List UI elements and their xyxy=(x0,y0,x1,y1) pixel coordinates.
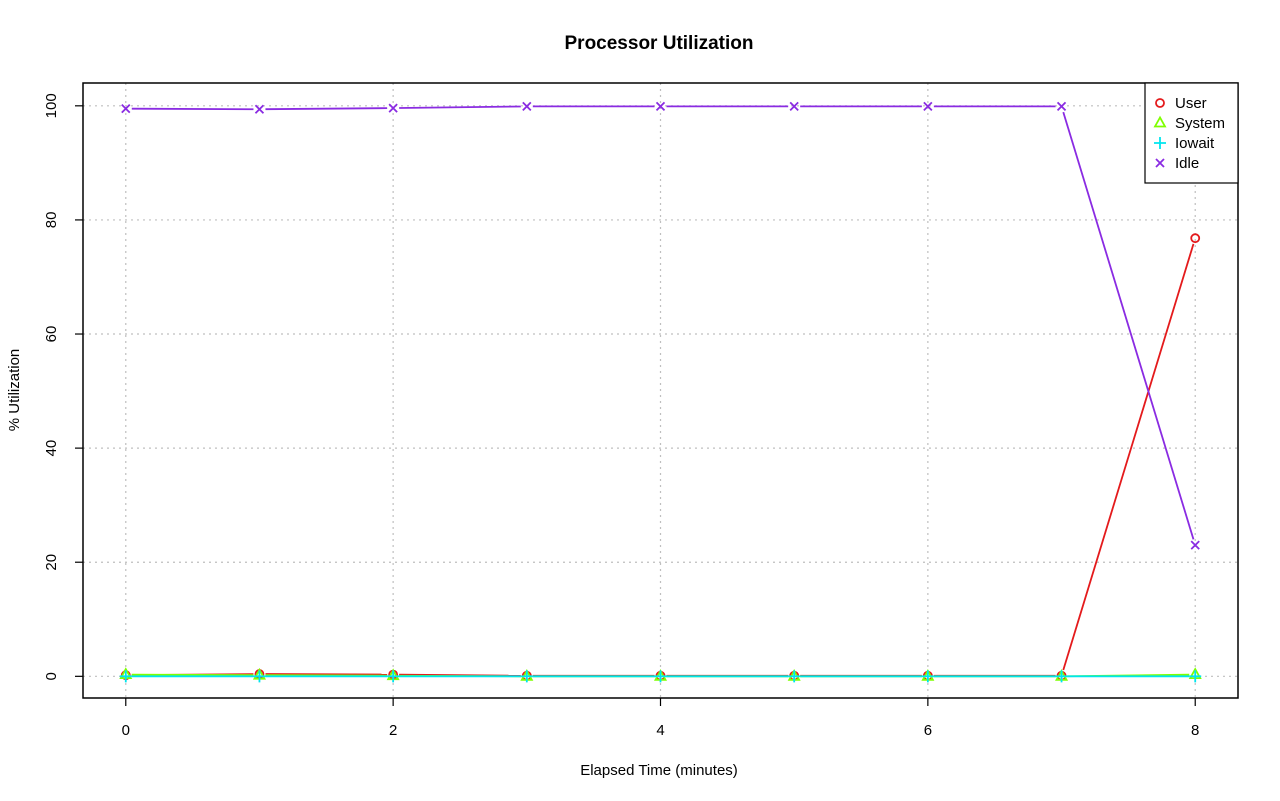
series-idle xyxy=(121,101,1200,550)
series-layer xyxy=(119,101,1202,683)
legend-item-user: User xyxy=(1155,95,1207,112)
data-point xyxy=(253,670,266,683)
legend-item-idle: Idle xyxy=(1155,155,1199,172)
legend-symbol xyxy=(1154,137,1166,149)
y-tick-label: 0 xyxy=(43,672,60,680)
y-tick-label: 20 xyxy=(43,554,60,571)
x-tick-label: 0 xyxy=(122,722,130,739)
legend-item-iowait: Iowait xyxy=(1154,135,1215,152)
data-point xyxy=(119,670,132,683)
series-line-segment xyxy=(131,107,254,111)
data-point xyxy=(654,670,667,683)
y-tick-label: 80 xyxy=(43,212,60,229)
data-point xyxy=(520,670,533,683)
series-line-segment xyxy=(1062,111,1195,540)
series-line-segment xyxy=(399,105,521,109)
x-tick-label: 8 xyxy=(1191,722,1199,739)
data-point xyxy=(923,101,933,112)
chart-title: Processor Utilization xyxy=(565,33,754,54)
legend-symbol xyxy=(1155,158,1165,168)
y-axis-label: % Utilization xyxy=(6,349,23,432)
series-line-segment xyxy=(1062,243,1195,671)
data-point xyxy=(121,104,131,114)
legend-item-system: System xyxy=(1153,115,1225,132)
data-point xyxy=(254,104,265,114)
data-point xyxy=(387,670,400,683)
data-point xyxy=(1190,540,1200,550)
data-point xyxy=(1189,670,1202,683)
data-point xyxy=(788,670,801,683)
legend-symbol xyxy=(1155,98,1165,108)
data-point xyxy=(388,103,398,113)
data-point xyxy=(655,101,666,112)
legend: User System Iowait Idle xyxy=(1144,82,1239,184)
y-tick-label: 100 xyxy=(43,93,60,118)
x-tick-label: 2 xyxy=(389,722,397,739)
data-point xyxy=(1190,233,1201,244)
x-tick-label: 4 xyxy=(656,722,664,739)
data-point xyxy=(921,670,934,683)
series-iowait xyxy=(119,670,1202,683)
y-tick-label: 40 xyxy=(43,440,60,457)
y-axis: 0 20 40 60 80 100 xyxy=(43,93,83,680)
legend-label: User xyxy=(1175,95,1207,112)
legend-label: System xyxy=(1175,115,1225,132)
y-tick-label: 60 xyxy=(43,326,60,343)
series-line-segment xyxy=(265,107,388,111)
legend-label: Idle xyxy=(1175,155,1199,172)
data-point xyxy=(1056,101,1067,112)
series-line-segment xyxy=(131,673,254,677)
x-axis-label: Elapsed Time (minutes) xyxy=(580,762,738,779)
x-tick-label: 6 xyxy=(924,722,932,739)
x-axis: 0 2 4 6 8 xyxy=(122,697,1199,739)
data-point xyxy=(1055,670,1068,683)
data-point xyxy=(789,101,799,112)
legend-symbol xyxy=(1153,115,1167,128)
data-point xyxy=(522,101,532,112)
legend-label: Iowait xyxy=(1175,135,1215,152)
series-line-segment xyxy=(265,673,388,676)
grid xyxy=(83,83,1238,698)
